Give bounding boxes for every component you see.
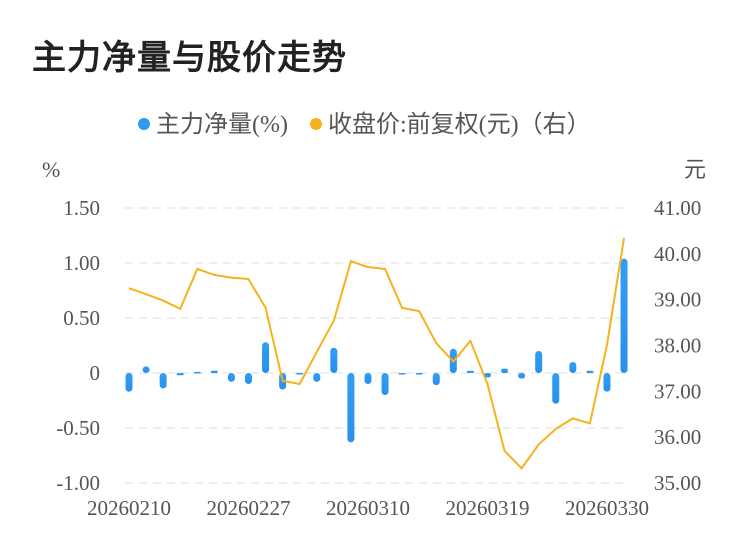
legend-marker-line: [310, 118, 322, 130]
legend-label-bar: 主力净量(%): [156, 111, 288, 138]
bar: [620, 258, 628, 373]
bar: [142, 366, 150, 373]
y-left-tick-label: 0.50: [63, 306, 100, 330]
bar: [501, 368, 509, 373]
bar: [313, 373, 321, 382]
chart-title: 主力净量与股价走势: [32, 38, 347, 78]
y-left-tick-label: 1.00: [63, 251, 100, 275]
bar: [518, 373, 526, 379]
y-right-tick-label: 38.00: [654, 334, 701, 358]
bar: [398, 373, 406, 375]
bar: [125, 373, 133, 392]
y-right-tick-label: 39.00: [654, 288, 701, 312]
bar: [262, 342, 270, 373]
y-right-tick-label: 40.00: [654, 242, 701, 266]
bar: [415, 373, 423, 375]
bar: [176, 373, 184, 376]
y-left-tick-label: -0.50: [56, 416, 100, 440]
y-left-tick-label: 1.50: [63, 196, 100, 220]
bar: [364, 373, 372, 384]
bar: [210, 370, 218, 373]
y-right-tick-label: 36.00: [654, 425, 701, 449]
y-right-tick-label: 41.00: [654, 196, 701, 220]
y-left-tick-label: -1.00: [56, 471, 100, 495]
x-tick-label: 20260227: [206, 496, 290, 520]
bar: [432, 373, 440, 386]
price-line: [128, 237, 626, 470]
bar: [586, 370, 594, 373]
legend-label-line: 收盘价:前复权(元)（右）: [328, 111, 591, 138]
bar: [535, 351, 543, 373]
x-tick-label: 20260330: [565, 496, 649, 520]
bar: [569, 362, 577, 373]
y-right-axis-label: 元: [684, 157, 706, 182]
x-tick-label: 20260210: [87, 496, 171, 520]
y-right-tick-label: 35.00: [654, 471, 701, 495]
x-tick-label: 20260310: [326, 496, 410, 520]
bar: [227, 373, 235, 382]
y-left-tick-label: 0: [90, 361, 101, 385]
bar: [244, 373, 252, 384]
bar: [483, 373, 491, 378]
y-left-axis-label: %: [42, 157, 60, 182]
bar: [330, 347, 338, 373]
bar: [159, 373, 167, 389]
bar: [193, 371, 201, 374]
bar: [552, 373, 560, 404]
legend-marker-bar: [138, 118, 150, 130]
bar: [603, 373, 611, 392]
bar: [296, 373, 304, 375]
x-tick-label: 20260319: [445, 496, 529, 520]
bar: [381, 373, 389, 395]
y-right-tick-label: 37.00: [654, 379, 701, 403]
bar: [466, 370, 474, 373]
legend: 主力净量(%) 收盘价:前复权(元)（右）: [138, 111, 591, 138]
bar: [347, 373, 355, 443]
